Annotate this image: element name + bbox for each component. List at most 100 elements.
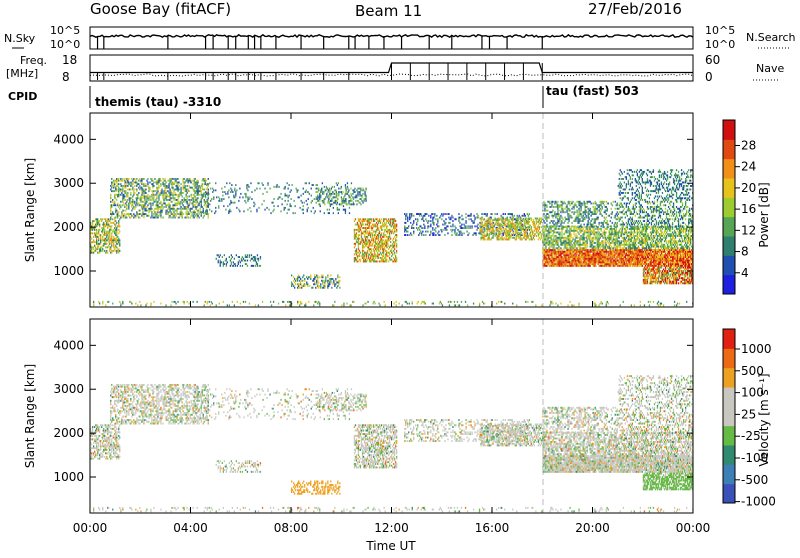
power-cell <box>198 211 199 213</box>
power-cell <box>291 189 292 191</box>
power-cell <box>350 188 351 190</box>
power-cell <box>434 213 435 215</box>
power-cell <box>193 203 194 205</box>
power-cell <box>197 206 198 208</box>
power-cell <box>491 218 492 220</box>
power-cell <box>416 222 417 224</box>
power-cell <box>379 250 380 252</box>
power-cell <box>249 207 250 209</box>
power-cell <box>502 218 503 220</box>
cpid-mode2: tau (fast) 503 <box>546 84 639 98</box>
power-cell <box>203 210 204 212</box>
power-cell <box>282 198 283 200</box>
power-cell <box>291 275 292 277</box>
power-cell <box>556 254 557 256</box>
power-cell <box>145 189 146 191</box>
power-cell <box>498 221 499 223</box>
power-cell <box>210 200 211 202</box>
power-cell <box>232 256 233 258</box>
power-cell <box>495 213 496 215</box>
power-cell <box>198 182 199 184</box>
power-cell <box>258 207 259 209</box>
power-cell <box>437 218 438 220</box>
power-cell <box>307 203 308 205</box>
power-cell <box>325 196 326 198</box>
power-cell <box>115 217 116 219</box>
power-cell <box>471 220 472 222</box>
power-cell <box>348 202 349 204</box>
power-cell <box>116 252 117 254</box>
power-cell <box>100 234 101 236</box>
power-cell <box>150 203 151 205</box>
power-cell <box>189 204 190 206</box>
power-cell <box>186 217 187 219</box>
power-cell <box>92 232 93 234</box>
power-cell <box>150 206 151 208</box>
power-cell <box>427 231 428 233</box>
power-cell <box>465 220 466 222</box>
power-cell <box>116 232 117 234</box>
power-cell <box>324 212 325 214</box>
power-cell <box>132 199 133 201</box>
power-cell <box>130 189 131 191</box>
power-cell <box>188 211 189 213</box>
power-cell <box>237 265 238 267</box>
power-cell <box>339 209 340 211</box>
power-cell <box>426 220 427 222</box>
power-cell <box>359 193 360 195</box>
power-cell <box>303 193 304 195</box>
power-cell <box>383 250 384 252</box>
power-cell <box>425 231 426 233</box>
power-cell <box>363 245 364 247</box>
power-cell <box>443 220 444 222</box>
power-cell <box>530 225 531 227</box>
power-cell <box>381 254 382 256</box>
power-cell <box>336 191 337 193</box>
power-cell <box>339 191 340 193</box>
power-cell <box>327 276 328 278</box>
power-cell <box>535 225 536 227</box>
power-cell <box>317 196 318 198</box>
power-cell <box>347 191 348 193</box>
power-cell <box>162 217 163 219</box>
power-cell <box>299 196 300 198</box>
power-cell <box>179 208 180 210</box>
power-cell <box>390 241 391 243</box>
power-cell <box>118 220 119 222</box>
power-cell <box>317 191 318 193</box>
power-cell <box>258 260 259 262</box>
power-cell <box>180 194 181 196</box>
power-cell <box>539 228 540 230</box>
power-cell <box>202 185 203 187</box>
power-cell <box>183 185 184 187</box>
power-cell <box>358 252 359 254</box>
power-cell <box>361 231 362 233</box>
power-cell <box>330 195 331 197</box>
power-cell <box>374 220 375 222</box>
power-cell <box>409 215 410 217</box>
power-cell <box>335 283 336 285</box>
power-cell <box>125 192 126 194</box>
power-cell <box>92 229 93 231</box>
power-cell <box>124 213 125 215</box>
power-cell <box>383 254 384 256</box>
power-cell <box>158 182 159 184</box>
power-cell <box>107 234 108 236</box>
power-cell <box>463 224 464 226</box>
power-cell <box>562 260 563 262</box>
power-cell <box>323 202 324 204</box>
power-cell <box>238 209 239 211</box>
power-cell <box>128 208 129 210</box>
power-cell <box>396 236 397 238</box>
power-cell <box>177 190 178 192</box>
power-cell <box>385 224 386 226</box>
power-cell <box>300 207 301 209</box>
power-cell <box>511 228 512 230</box>
power-cell <box>165 182 166 184</box>
power-cell <box>435 231 436 233</box>
power-cell <box>310 276 311 278</box>
power-cell <box>362 188 363 190</box>
power-cell <box>539 237 540 239</box>
power-cell <box>536 219 537 221</box>
